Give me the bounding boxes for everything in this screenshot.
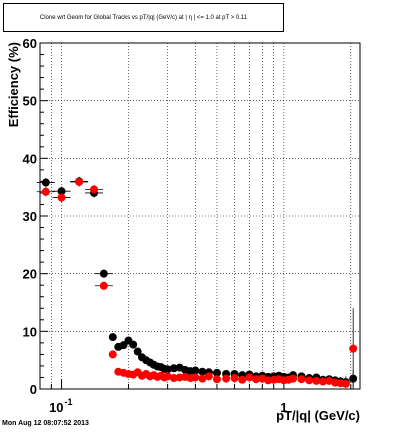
data-point <box>41 178 50 187</box>
data-point <box>163 372 172 381</box>
data-point <box>305 376 314 385</box>
data-point <box>289 374 298 383</box>
data-point <box>245 373 254 382</box>
data-point <box>191 366 200 375</box>
x-tick-label-one: 1 <box>280 400 287 415</box>
x-tick-label-tenth: 10 <box>49 400 63 415</box>
y-tick-label: 10 <box>23 324 37 339</box>
data-point <box>108 333 117 342</box>
x-axis-label: pT/|q| (GeV/c) <box>276 408 360 423</box>
data-point <box>198 367 207 376</box>
x-tick-label-tenth-exponent: -1 <box>65 397 73 407</box>
data-point <box>133 347 142 356</box>
data-point <box>57 193 66 202</box>
data-point <box>108 350 117 359</box>
chart-title: Clone wrt Geom for Global Tracks vs pT/|… <box>39 14 248 21</box>
y-tick-label: 40 <box>23 151 37 166</box>
data-point <box>252 375 261 384</box>
data-point <box>212 368 221 377</box>
y-tick-label: 0 <box>30 382 37 397</box>
red-series <box>36 177 358 389</box>
data-series <box>36 176 358 389</box>
data-point <box>57 187 66 196</box>
y-tick-label: 60 <box>23 36 37 51</box>
data-point <box>163 365 172 374</box>
data-point <box>99 269 108 278</box>
data-point <box>169 374 178 383</box>
data-point <box>238 375 247 384</box>
data-point <box>222 374 231 383</box>
data-point <box>319 377 328 386</box>
data-point <box>198 374 207 383</box>
data-point <box>230 374 239 383</box>
data-point <box>75 177 84 186</box>
data-point <box>191 373 200 382</box>
chart-title-box: Clone wrt Geom for Global Tracks vs pT/|… <box>3 3 284 32</box>
y-axis-label: Efficiency (%) <box>6 42 21 127</box>
data-point <box>41 187 50 196</box>
data-point <box>129 340 138 349</box>
data-point <box>297 375 306 384</box>
data-point <box>90 185 99 194</box>
y-tick-label: 50 <box>23 94 37 109</box>
data-point <box>169 364 178 373</box>
data-point <box>204 372 213 381</box>
timestamp-label: Mon Aug 12 08:07:52 2013 <box>2 420 89 427</box>
y-tick-label: 20 <box>23 267 37 282</box>
data-point <box>341 379 350 388</box>
data-point <box>312 376 321 385</box>
data-point <box>212 375 221 384</box>
y-tick-label: 30 <box>23 209 37 224</box>
data-point <box>99 281 108 290</box>
data-point <box>349 344 358 353</box>
